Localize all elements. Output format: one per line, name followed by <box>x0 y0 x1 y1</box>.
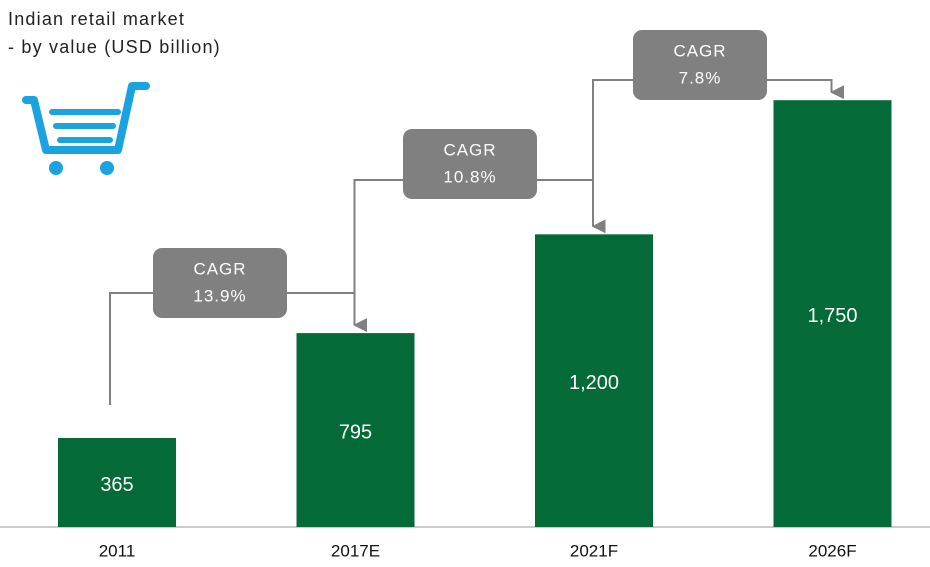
value-label: 1,200 <box>569 372 619 394</box>
cagr-title: CAGR <box>443 140 496 159</box>
cagr-rate: 13.9% <box>193 286 246 305</box>
cagr-box <box>633 30 767 100</box>
chart-subtitle: - by value (USD billion) <box>8 37 221 57</box>
bar <box>296 333 415 527</box>
x-tick-label: 2021F <box>570 541 618 560</box>
bar <box>535 234 653 528</box>
cagr-rate: 7.8% <box>679 68 722 87</box>
bar <box>773 100 892 527</box>
cagr-title: CAGR <box>193 259 246 278</box>
chart-title: Indian retail market <box>8 9 185 29</box>
value-label: 365 <box>100 474 133 496</box>
x-tick-label: 2026F <box>808 541 856 560</box>
cart-icon <box>22 82 150 175</box>
x-tick-label: 2011 <box>99 541 136 560</box>
value-label: 795 <box>339 421 372 443</box>
cagr-rate: 10.8% <box>443 167 496 186</box>
bar <box>58 437 176 527</box>
cagr-box <box>153 248 287 318</box>
x-tick-label: 2017E <box>331 541 380 560</box>
cagr-title: CAGR <box>673 41 726 60</box>
cagr-box <box>403 129 537 199</box>
value-label: 1,750 <box>807 305 857 327</box>
